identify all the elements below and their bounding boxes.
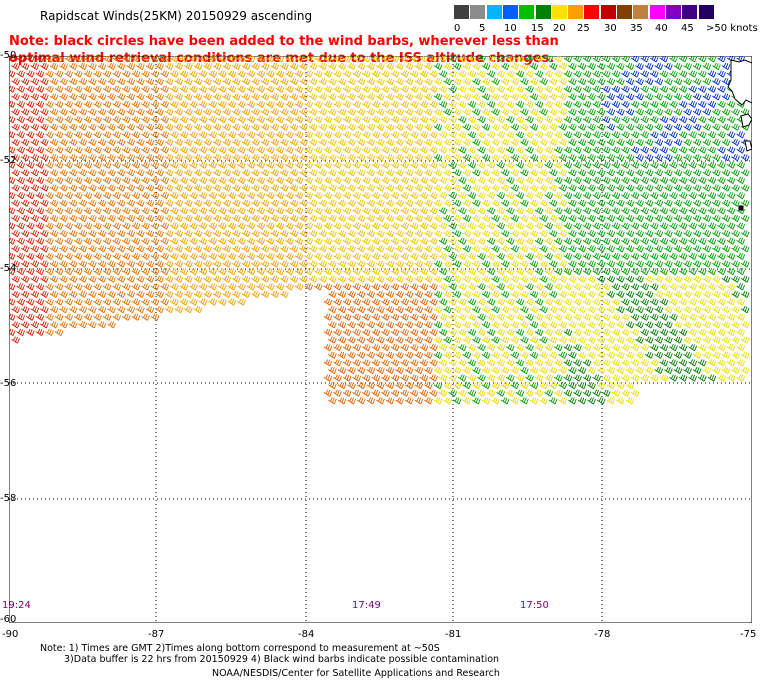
island [738, 205, 744, 211]
lat-label: -60 [0, 614, 17, 625]
legend-swatch [502, 5, 518, 19]
pass-time: 17:50 [520, 600, 549, 611]
legend-label: 40 [655, 23, 668, 34]
legend-swatch [665, 5, 681, 19]
lat-label: -58 [0, 493, 17, 504]
lon-label: -87 [148, 629, 165, 640]
island [740, 113, 752, 128]
legend-swatch [535, 5, 551, 19]
note-line-1: Note: black circles have been added to t… [9, 34, 559, 49]
lon-label: -90 [2, 629, 19, 640]
lon-label: -78 [594, 629, 611, 640]
legend-label: 35 [630, 23, 643, 34]
lat-label: -52 [0, 155, 17, 166]
lon-label: -84 [298, 629, 315, 640]
wind-barb-group [45, 56, 170, 336]
legend-swatch [551, 5, 567, 19]
wind-barb-group [601, 56, 750, 162]
wind-barb-group [433, 56, 750, 405]
legend-swatch [649, 5, 665, 19]
pass-time: 17:49 [352, 600, 381, 611]
map-grid [9, 56, 752, 623]
legend-swatch [584, 5, 600, 19]
legend-label: 30 [604, 23, 617, 34]
legend-swatch [470, 5, 486, 19]
wind-barb-group [304, 56, 438, 283]
legend-swatch [633, 5, 649, 19]
legend-label: 10 [504, 23, 517, 34]
lat-label: -54 [0, 263, 17, 274]
wind-barb-group [9, 56, 49, 344]
legend-label: 15 [531, 23, 544, 34]
island [744, 140, 752, 152]
lon-label: -81 [445, 629, 462, 640]
wind-barb-group [164, 56, 308, 314]
wind-barb-group [563, 275, 750, 405]
legend-label: 20 [553, 23, 566, 34]
legend-label: 25 [577, 23, 590, 34]
footer-note-2: 3)Data buffer is 22 hrs from 20150929 4)… [64, 654, 500, 665]
wind-barbs [9, 56, 750, 405]
legend-swatch [600, 5, 616, 19]
legend-swatch [519, 5, 535, 19]
wind-barb-group [563, 275, 750, 405]
lon-label: -75 [740, 629, 757, 640]
wind-barb-group [304, 283, 438, 405]
lat-label: -50 [0, 50, 17, 61]
footer-credit: NOAA/NESDIS/Center for Satellite Applica… [212, 668, 500, 679]
wind-barb-group [433, 56, 568, 405]
land-mass [727, 59, 752, 211]
legend-swatch [454, 5, 469, 19]
map-title: Rapidscat Winds(25KM) 20150929 ascending [40, 9, 313, 23]
legend-swatch [698, 5, 714, 19]
legend-swatch [617, 5, 632, 19]
legend-swatch [568, 5, 584, 19]
legend-label: 5 [479, 23, 486, 34]
lat-label: -56 [0, 378, 17, 389]
note-line-2: optimal wind retrieval conditions are me… [9, 51, 555, 66]
legend-swatch [486, 5, 502, 19]
pass-time: 19:24 [2, 600, 31, 611]
legend-label: 45 [681, 23, 694, 34]
legend-swatch [682, 5, 698, 19]
footer-note-1: Note: 1) Times are GMT 2)Times along bot… [40, 643, 440, 654]
island [727, 59, 752, 106]
legend-label: >50 knots [706, 23, 758, 34]
wind-map [9, 56, 752, 623]
legend-label: 0 [454, 23, 461, 34]
